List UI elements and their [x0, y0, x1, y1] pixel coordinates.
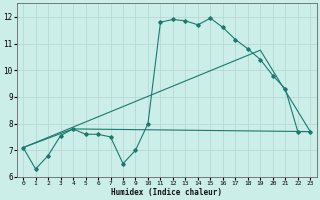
X-axis label: Humidex (Indice chaleur): Humidex (Indice chaleur) [111, 188, 222, 197]
